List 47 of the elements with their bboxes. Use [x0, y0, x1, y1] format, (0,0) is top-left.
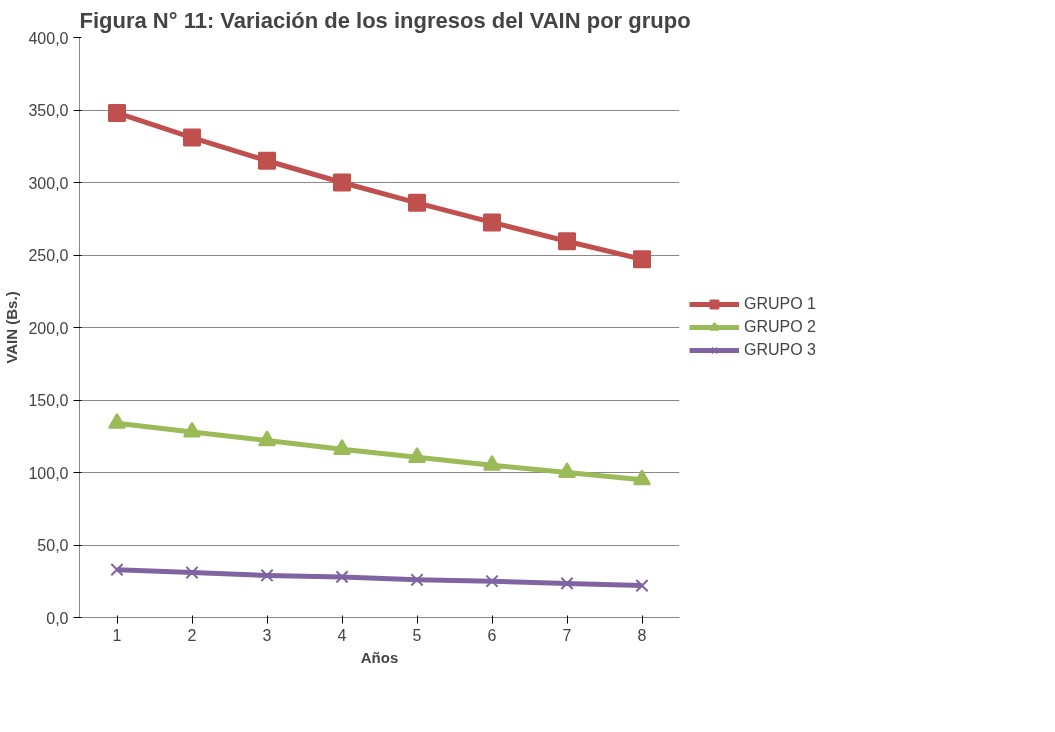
point: [635, 578, 649, 593]
point: [408, 193, 426, 212]
y-tick-label: 200,0: [28, 319, 69, 337]
point: [258, 151, 276, 170]
y-tick-label: 100,0: [28, 464, 69, 482]
x-tick-label: 3: [262, 626, 272, 644]
point: [558, 462, 576, 479]
point: [333, 173, 351, 192]
x-tick-label: 4: [337, 626, 347, 644]
y-tick-label: 150,0: [28, 392, 69, 409]
point: [108, 103, 126, 122]
legend-label: GRUPO 1: [744, 295, 817, 313]
point: [633, 469, 651, 486]
point: [560, 576, 574, 591]
point: [108, 412, 126, 429]
y-tick-label: 250,0: [28, 247, 69, 264]
y-tick-label: 400,0: [28, 29, 69, 47]
point: [410, 573, 424, 587]
point: [483, 455, 501, 471]
x-axis-title: Años: [360, 648, 399, 666]
x-tick-label: 5: [412, 626, 422, 644]
point: [558, 232, 576, 251]
x-tick-label: 2: [187, 626, 197, 644]
point: [260, 568, 274, 583]
x-tick-label: 1: [112, 626, 122, 644]
y-axis-title: VAIN (Bs.): [3, 291, 21, 364]
legend-label: GRUPO 3: [744, 341, 817, 359]
y-tick-label: 0,0: [46, 609, 69, 627]
chart-title: Figura N° 11: Variación de los ingresos del VAIN por grupo: [79, 7, 691, 33]
y-tick-label: 300,0: [28, 174, 69, 192]
point: [110, 562, 124, 577]
point: [333, 439, 351, 455]
point: [485, 574, 499, 588]
point: [258, 430, 276, 447]
point: [183, 421, 201, 438]
point: [335, 570, 349, 584]
y-tick-label: 350,0: [28, 102, 69, 119]
legend-label: GRUPO 2: [744, 318, 817, 336]
point: [633, 250, 651, 269]
x-tick-label: 6: [487, 626, 497, 644]
x-tick-label: 7: [562, 626, 572, 644]
point: [185, 565, 199, 580]
point: [408, 447, 426, 463]
x-tick-label: 8: [637, 626, 647, 644]
point: [183, 128, 201, 147]
y-tick-label: 50,0: [37, 537, 69, 554]
point: [483, 213, 501, 232]
